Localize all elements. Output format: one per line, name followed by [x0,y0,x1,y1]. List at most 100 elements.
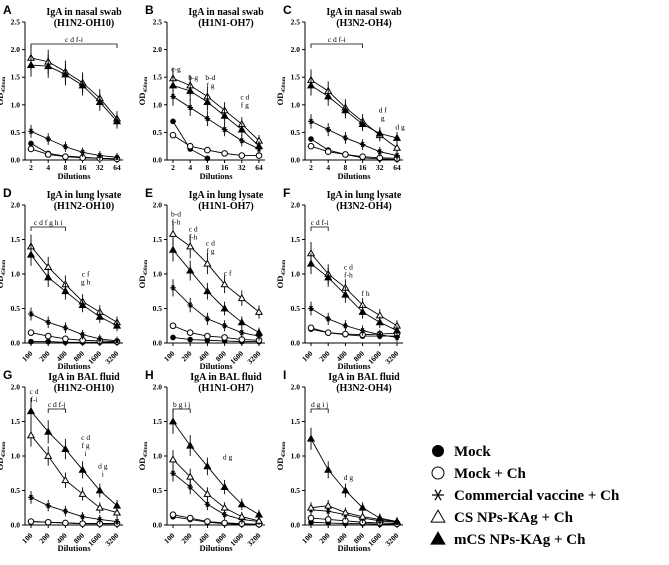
data-point [220,111,229,119]
y-axis-label-subscript: 450nm [281,76,287,92]
x-tick-label: 200 [317,349,331,363]
x-tick-label: 100 [20,349,34,363]
series-asterisk [28,491,120,525]
significance-label: c d [189,225,198,234]
series-asterisk [28,124,120,160]
data-point [342,330,349,338]
data-point [341,508,350,516]
series-asterisk [170,279,262,341]
data-point [168,455,178,463]
data-point [203,462,212,470]
data-point [97,336,103,342]
x-tick-label: 200 [317,531,331,545]
x-tick-label: 2 [171,163,175,172]
y-axis-label-subscript: 450nm [143,259,149,275]
panel-g: G IgA in BAL fluid(H1N2-OH10) 0.0 0.5 1.0 1.5… [0,368,123,553]
panel-letter: D [3,186,12,200]
x-axis-label: Dilutions [57,361,91,371]
y-tick-label: 2.5 [153,18,163,27]
panel-title: IgA in nasal swab [188,7,264,18]
y-axis-label-subscript: 450nm [143,76,149,92]
y-tick-label: 1.5 [153,417,163,426]
y-tick-label: 2.0 [291,45,301,54]
significance-bracket [310,408,329,413]
data-point [44,273,53,281]
y-axis-label-main: OD [137,458,147,471]
x-tick-label: 32 [376,163,384,172]
data-point [44,451,53,459]
y-tick-label: 0.5 [11,304,21,313]
data-point [324,329,332,336]
data-point [112,117,122,125]
significance-label: c d [30,387,39,396]
data-point [306,503,316,511]
series-filled-triangle [26,243,122,332]
significance-label: c d [240,93,249,102]
series-line [30,313,118,342]
significance-label: c d f g h i [34,218,63,227]
series-asterisk [28,307,120,344]
data-point [170,470,176,476]
data-point [204,332,211,340]
data-point [61,475,70,484]
y-tick-label: 2.0 [291,383,301,392]
data-point [221,519,228,527]
y-axis-label-main: OD [0,93,5,106]
y-tick-label: 2.0 [11,201,21,210]
data-point [168,417,178,425]
data-point [204,155,211,162]
data-point [112,321,122,329]
series-open-triangle [168,450,264,525]
y-axis-label-subscript: 450nm [281,441,287,457]
data-point [45,338,51,345]
data-point [28,140,34,147]
x-tick-label: 100 [162,349,176,363]
x-tick-label: 3200 [383,349,400,366]
x-tick-label: 2 [309,163,313,172]
significance-bracket [30,43,118,48]
series-filled-triangle [168,409,264,520]
data-point [62,519,69,527]
panel-title: IgA in lung lysate [189,190,264,201]
data-point [392,133,402,141]
panel-title: IgA in nasal swab [326,7,402,18]
data-point [45,502,51,509]
y-tick-label: 1.0 [11,100,21,109]
data-point [324,465,333,473]
data-point [237,125,246,133]
y-axis-label-main: OD [275,276,285,289]
data-point [204,316,211,322]
panel-letter: G [3,368,12,382]
x-tick-label: 200 [37,531,51,545]
series-asterisk [170,87,262,154]
data-point [239,329,245,336]
series-line [172,459,260,522]
data-point [254,510,264,518]
x-tick-label: 2 [29,163,33,172]
y-tick-label: 0.0 [153,156,163,165]
series-line [172,134,259,157]
data-point [203,97,212,105]
data-point [114,338,120,344]
panel-title: IgA in BAL fluid [48,372,120,383]
series-line [310,120,398,157]
data-point [79,513,86,520]
y-axis-label: OD450nm [275,76,287,105]
data-point [62,325,69,331]
legend-item: Mock [432,444,491,460]
legend-label: Mock [454,444,491,460]
data-point [306,434,316,442]
data-point [186,266,195,274]
data-point [62,153,69,160]
y-tick-label: 0.0 [11,521,21,530]
data-point [62,508,69,514]
data-point [95,486,104,494]
series-open-triangle [26,45,122,127]
series-open-triangle [306,241,402,332]
x-axis-label: Dilutions [57,543,91,553]
data-point [44,427,53,435]
legend: Mock Mock + Ch Commercial vaccine + Ch CS N… [430,444,620,548]
data-point [79,520,86,527]
x-tick-label: 3200 [103,349,120,366]
significance-label: f h [362,289,370,298]
